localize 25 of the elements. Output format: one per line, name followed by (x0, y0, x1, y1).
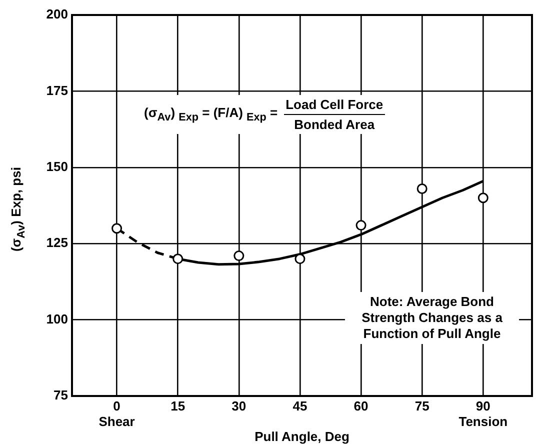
x-axis-title: Pull Angle, Deg (254, 428, 350, 444)
y-tick-label: 200 (46, 6, 68, 22)
x-tick-label: 75 (414, 398, 430, 414)
point (416, 183, 428, 194)
x-tick-label: 45 (292, 398, 308, 414)
annotation: Bonded Area (294, 116, 375, 132)
point (172, 254, 184, 264)
annotation: Load Cell Force (284, 97, 386, 115)
y-tick-label: 150 (46, 158, 68, 174)
annotation: Note: Average Bond Strength Changes as a Function of Pull Angle (345, 292, 519, 344)
point (234, 250, 244, 262)
x-tick-label: 15 (170, 398, 186, 414)
y-tick-label: 100 (46, 311, 68, 326)
point (478, 192, 488, 204)
y-tick-label: 125 (46, 235, 68, 250)
y-tick-label: 175 (46, 82, 68, 98)
point (356, 220, 366, 231)
y-tick-label: 75 (54, 388, 68, 403)
x-tick-label: 30 (232, 398, 246, 414)
x-tick-label: 0 Shear (98, 398, 135, 429)
point (112, 223, 122, 234)
x-tick-label: 60 (354, 398, 368, 414)
x-tick-label: 90 Tension (458, 398, 508, 429)
annotation: (σ$_{Av}$) $_{Exp}$ = (F/A) $_{Exp}$ = (144, 105, 278, 124)
point (294, 254, 306, 264)
